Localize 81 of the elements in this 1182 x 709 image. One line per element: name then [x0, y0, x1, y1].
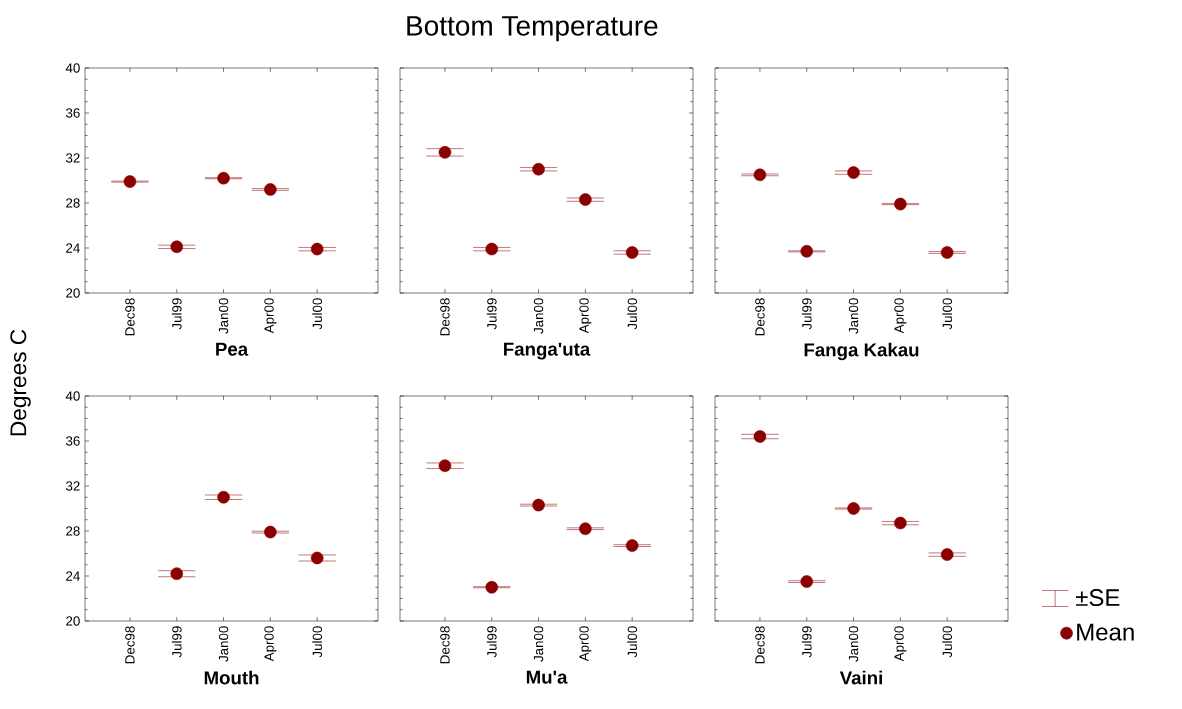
- point: [625, 539, 639, 552]
- x-tick-label: Jan00: [218, 298, 229, 334]
- x-tick-label: Apr00: [579, 626, 592, 662]
- point: [264, 525, 277, 539]
- x-tick-label: Dec98: [440, 298, 450, 336]
- y-tick-label: 40: [65, 63, 80, 73]
- point: [940, 246, 954, 259]
- x-axis-title: Pea: [216, 342, 249, 356]
- x-tick-label: Jan00: [848, 298, 859, 334]
- x-tick-label: Apr00: [264, 626, 277, 662]
- x-tick-label: Jul99: [486, 298, 497, 330]
- point: [123, 175, 137, 188]
- point: [753, 430, 767, 443]
- point: [800, 575, 814, 588]
- x-tick-label: Jul00: [312, 626, 323, 658]
- x-tick-label: Jul99: [801, 298, 812, 330]
- point: [310, 551, 324, 565]
- x-tick-label: Dec98: [755, 626, 765, 664]
- point: [579, 193, 592, 206]
- x-axis-title: Vaini: [839, 670, 882, 685]
- x-tick-label: Jul99: [486, 626, 497, 658]
- y-tick-label: 32: [65, 153, 80, 163]
- x-tick-label: Jul99: [171, 298, 182, 330]
- point: [438, 459, 452, 472]
- x-tick-label: Jan00: [218, 626, 229, 662]
- x-axis-title: Fanga Kakau: [804, 342, 919, 361]
- x-axis-title: Mu'a: [526, 670, 568, 684]
- x-tick-label: Apr00: [264, 298, 277, 334]
- point: [170, 240, 184, 254]
- point: [847, 166, 860, 179]
- x-tick-label: Dec98: [440, 626, 450, 664]
- point: [438, 146, 452, 159]
- point: [753, 168, 767, 182]
- x-tick-label: Jul00: [942, 298, 953, 330]
- y-tick-label: 32: [65, 481, 80, 491]
- y-tick-label: 20: [66, 288, 80, 298]
- point: [217, 490, 230, 504]
- y-tick-label: 24: [66, 571, 80, 581]
- point: [625, 246, 639, 259]
- x-tick-label: Apr00: [894, 298, 907, 334]
- point: [485, 242, 499, 256]
- x-tick-label: Apr00: [894, 626, 907, 662]
- x-tick-label: Dec98: [755, 298, 765, 336]
- y-tick-label: 28: [66, 198, 80, 208]
- chart-title: Bottom Temperature: [407, 16, 658, 42]
- x-tick-label: Jul99: [171, 626, 182, 658]
- point: [217, 171, 230, 185]
- x-axis-title: Fanga'uta: [504, 342, 591, 360]
- x-axis-title: Mouth: [204, 670, 259, 685]
- point: [264, 183, 277, 196]
- y-tick-label: 24: [66, 243, 80, 253]
- x-tick-label: Jul99: [801, 626, 812, 658]
- point: [940, 548, 954, 561]
- x-tick-label: Jan00: [533, 298, 544, 334]
- point: [800, 245, 814, 258]
- y-tick-label: 36: [65, 108, 80, 118]
- point: [532, 162, 545, 176]
- x-tick-label: Dec98: [125, 298, 135, 336]
- point: [170, 567, 184, 580]
- point: [894, 197, 907, 211]
- x-tick-label: Jul00: [942, 626, 953, 658]
- y-tick-label: 20: [66, 616, 80, 626]
- point: [485, 580, 499, 594]
- y-tick-label: 40: [65, 391, 80, 401]
- y-tick-label: 36: [65, 436, 80, 446]
- x-tick-label: Jul00: [627, 626, 638, 658]
- x-tick-label: Apr00: [579, 298, 592, 334]
- x-tick-label: Jan00: [848, 626, 859, 662]
- point: [847, 502, 860, 515]
- point: [532, 498, 545, 512]
- x-tick-label: Jul00: [312, 298, 323, 330]
- point: [894, 516, 907, 530]
- legend-label: Mean: [1077, 623, 1134, 641]
- text: ±SE: [1075, 589, 1120, 607]
- y-tick-label: 28: [66, 526, 80, 536]
- x-tick-label: Dec98: [125, 626, 135, 664]
- point: [310, 242, 324, 256]
- point: [579, 522, 592, 535]
- x-tick-label: Jul00: [627, 298, 638, 330]
- x-tick-label: Jan00: [533, 626, 544, 662]
- y-axis-title: Degrees C: [10, 329, 31, 436]
